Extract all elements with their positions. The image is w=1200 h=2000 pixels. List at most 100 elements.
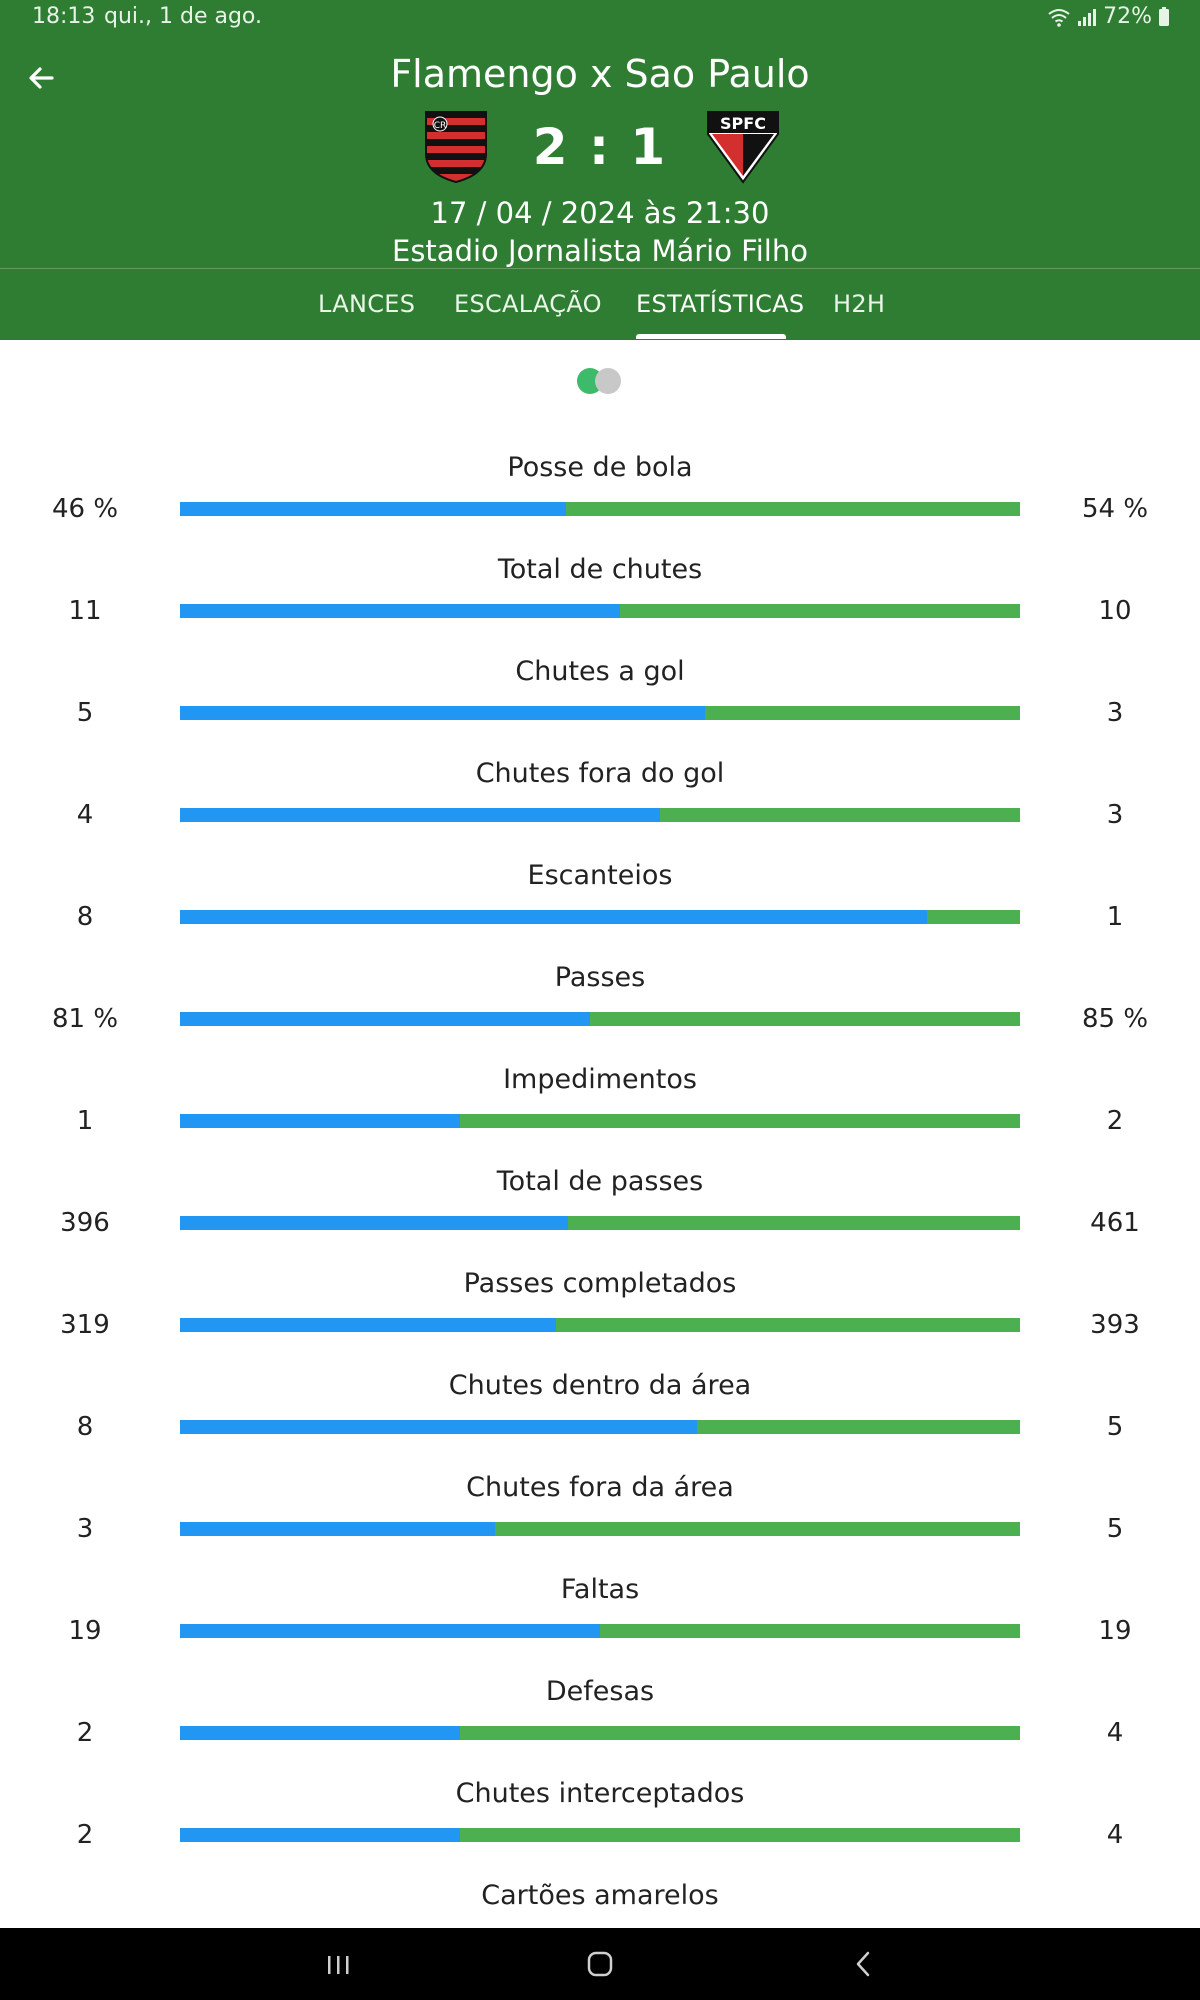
stats-period-toggle[interactable] bbox=[577, 366, 623, 396]
system-nav-bar bbox=[0, 1928, 1200, 2000]
stat-comparison-bar bbox=[180, 1522, 1020, 1536]
header-divider bbox=[0, 268, 1200, 269]
stat-label: Cartões amarelos bbox=[481, 1880, 719, 1911]
stat-row: Chutes dentro da área 8 5 bbox=[0, 1368, 1200, 1470]
stat-home-share-fill bbox=[180, 1114, 460, 1128]
stat-home-share-fill bbox=[180, 1522, 495, 1536]
stat-row: Chutes fora da área 3 5 bbox=[0, 1470, 1200, 1572]
tab-escalacao[interactable]: ESCALAÇÃO bbox=[454, 290, 602, 318]
match-title: Flamengo x Sao Paulo bbox=[390, 52, 810, 96]
signal-icon bbox=[1078, 8, 1097, 26]
stat-away-value: 3 bbox=[1106, 698, 1124, 728]
stat-row: Impedimentos 1 2 bbox=[0, 1062, 1200, 1164]
stat-home-value: 11 bbox=[68, 596, 102, 626]
stat-home-value: 8 bbox=[76, 1412, 94, 1442]
stat-row: Cartões amarelos bbox=[0, 1878, 1200, 1980]
stat-label: Chutes dentro da área bbox=[448, 1370, 752, 1401]
stat-home-value: 396 bbox=[60, 1208, 110, 1238]
match-datetime: 17 / 04 / 2024 às 21:30 bbox=[430, 196, 770, 230]
stat-home-value: 19 bbox=[68, 1616, 102, 1646]
stat-comparison-bar bbox=[180, 1114, 1020, 1128]
stat-home-share-fill bbox=[180, 706, 705, 720]
stat-label: Passes bbox=[554, 962, 646, 993]
tab-h2h[interactable]: H2H bbox=[833, 290, 886, 318]
stat-row: Faltas 19 19 bbox=[0, 1572, 1200, 1674]
stat-comparison-bar bbox=[180, 1216, 1020, 1230]
stat-row: Passes completados 319 393 bbox=[0, 1266, 1200, 1368]
stat-row: Chutes a gol 5 3 bbox=[0, 654, 1200, 756]
stat-home-share-fill bbox=[180, 910, 927, 924]
stat-home-share-fill bbox=[180, 1318, 557, 1332]
wifi-icon bbox=[1048, 8, 1070, 27]
stat-away-value: 393 bbox=[1090, 1310, 1140, 1340]
stat-label: Impedimentos bbox=[503, 1064, 697, 1095]
tab-lances[interactable]: LANCES bbox=[318, 290, 416, 318]
stat-label: Passes completados bbox=[463, 1268, 737, 1299]
stat-home-value: 2 bbox=[76, 1718, 94, 1748]
spfc-crest-icon: SPFC bbox=[707, 111, 779, 184]
spfc-crest-text: SPFC bbox=[720, 114, 766, 133]
stat-row: Chutes interceptados 2 4 bbox=[0, 1776, 1200, 1878]
stat-row: Chutes fora do gol 4 3 bbox=[0, 756, 1200, 858]
stat-away-value: 4 bbox=[1106, 1718, 1124, 1748]
stat-label: Chutes fora da área bbox=[466, 1472, 734, 1503]
stat-home-value: 5 bbox=[76, 698, 94, 728]
stat-row: Posse de bola 46 % 54 % bbox=[0, 450, 1200, 552]
stat-home-share-fill bbox=[180, 604, 621, 618]
stat-label: Total de passes bbox=[496, 1166, 704, 1197]
stat-away-value: 85 % bbox=[1081, 1004, 1149, 1034]
stat-row: Escanteios 8 1 bbox=[0, 858, 1200, 960]
stat-comparison-bar bbox=[180, 1624, 1020, 1638]
stat-away-value: 10 bbox=[1098, 596, 1132, 626]
stat-row: Defesas 2 4 bbox=[0, 1674, 1200, 1776]
stat-comparison-bar bbox=[180, 1828, 1020, 1842]
venue: Estadio Jornalista Mário Filho bbox=[392, 234, 808, 268]
stat-away-value: 5 bbox=[1106, 1514, 1124, 1544]
battery-percent: 72% bbox=[1103, 4, 1152, 29]
stat-row: Total de chutes 11 10 bbox=[0, 552, 1200, 654]
stat-label: Posse de bola bbox=[507, 452, 693, 483]
stat-home-share-fill bbox=[180, 1012, 590, 1026]
stat-home-value: 46 % bbox=[51, 494, 119, 524]
stat-row: Passes 81 % 85 % bbox=[0, 960, 1200, 1062]
battery-icon bbox=[1159, 6, 1169, 26]
tab-bar: LANCES ESCALAÇÃO ESTATÍSTICAS H2H bbox=[0, 270, 1200, 340]
stat-away-value: 5 bbox=[1106, 1412, 1124, 1442]
stat-comparison-bar bbox=[180, 910, 1020, 924]
stat-home-value: 4 bbox=[76, 800, 94, 830]
stat-home-share-fill bbox=[180, 1624, 600, 1638]
tab-estatisticas[interactable]: ESTATÍSTICAS bbox=[636, 290, 805, 318]
score: 2 : 1 bbox=[532, 118, 668, 176]
stat-away-value: 19 bbox=[1098, 1616, 1132, 1646]
recent-apps-icon[interactable] bbox=[308, 1942, 368, 1986]
stat-away-value: 4 bbox=[1106, 1820, 1124, 1850]
stat-away-value: 3 bbox=[1106, 800, 1124, 830]
status-bar: 18:13 qui., 1 de ago. 72% bbox=[0, 0, 1200, 36]
stat-label: Chutes interceptados bbox=[455, 1778, 745, 1809]
stat-away-value: 1 bbox=[1106, 902, 1124, 932]
stat-home-share-fill bbox=[180, 1828, 460, 1842]
stat-home-share-fill bbox=[180, 808, 660, 822]
status-icons: 72% bbox=[1047, 4, 1170, 29]
stat-label: Total de chutes bbox=[497, 554, 703, 585]
stat-home-share-fill bbox=[180, 1420, 697, 1434]
svg-text:CR: CR bbox=[434, 121, 447, 131]
stat-label: Escanteios bbox=[527, 860, 673, 891]
match-header: 18:13 qui., 1 de ago. 72% bbox=[0, 0, 1200, 340]
stat-comparison-bar bbox=[180, 1726, 1020, 1740]
stat-comparison-bar bbox=[180, 1318, 1020, 1332]
back-icon[interactable] bbox=[834, 1942, 894, 1986]
active-tab-indicator bbox=[636, 334, 786, 339]
stat-home-value: 1 bbox=[76, 1106, 94, 1136]
stat-comparison-bar bbox=[180, 1420, 1020, 1434]
status-time: 18:13 bbox=[32, 4, 96, 29]
toggle-dot-inactive bbox=[595, 368, 621, 394]
stat-label: Chutes fora do gol bbox=[475, 758, 725, 789]
home-icon[interactable] bbox=[570, 1942, 630, 1986]
stat-home-value: 319 bbox=[60, 1310, 110, 1340]
stat-home-value: 3 bbox=[76, 1514, 94, 1544]
stats-list: Posse de bola 46 % 54 % Total de chutes 11 10… bbox=[0, 450, 1200, 1980]
stat-comparison-bar bbox=[180, 502, 1020, 516]
stat-comparison-bar bbox=[180, 706, 1020, 720]
back-arrow-icon[interactable] bbox=[22, 58, 62, 98]
